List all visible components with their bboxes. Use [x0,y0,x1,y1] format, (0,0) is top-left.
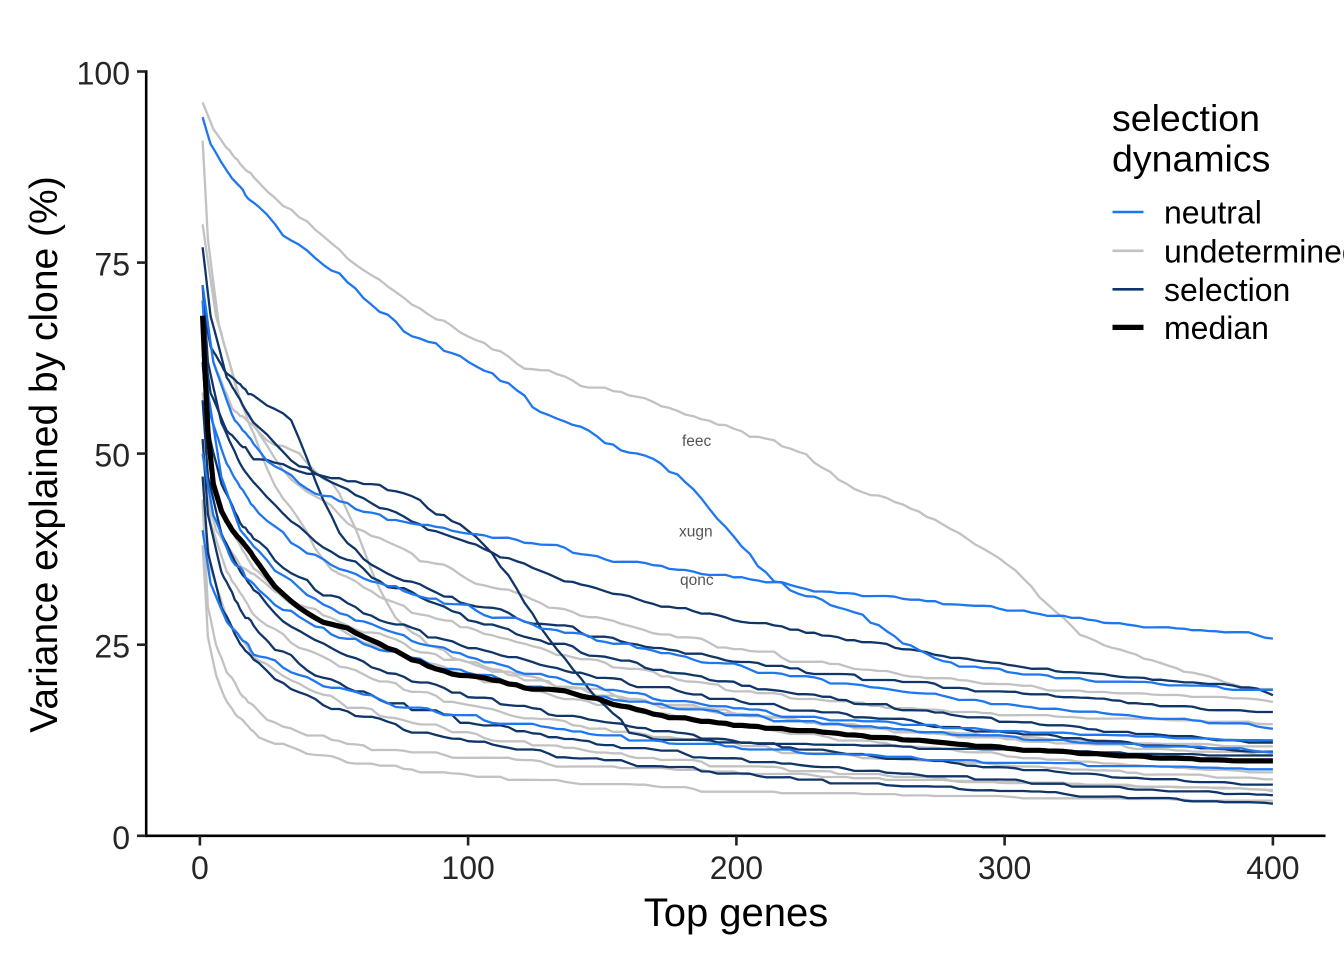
svg-text:undetermined: undetermined [1164,233,1344,269]
svg-text:feec: feec [682,433,712,450]
svg-text:75: 75 [94,247,130,283]
svg-text:selection: selection [1112,97,1260,139]
svg-text:0: 0 [112,820,130,856]
svg-text:selection: selection [1164,272,1290,308]
svg-text:300: 300 [978,850,1031,886]
svg-text:neutral: neutral [1164,195,1262,231]
svg-text:400: 400 [1246,850,1299,886]
svg-text:25: 25 [94,629,130,665]
svg-text:qonc: qonc [680,572,714,589]
svg-text:100: 100 [441,850,494,886]
svg-text:dynamics: dynamics [1112,138,1270,180]
svg-text:200: 200 [710,850,763,886]
svg-text:100: 100 [77,56,130,92]
svg-text:median: median [1164,310,1269,346]
svg-text:0: 0 [191,850,209,886]
svg-text:xugn: xugn [679,524,713,541]
svg-text:50: 50 [94,438,130,474]
svg-text:Variance explained by clone (%: Variance explained by clone (%) [23,176,66,732]
svg-text:Top genes: Top genes [644,891,829,935]
